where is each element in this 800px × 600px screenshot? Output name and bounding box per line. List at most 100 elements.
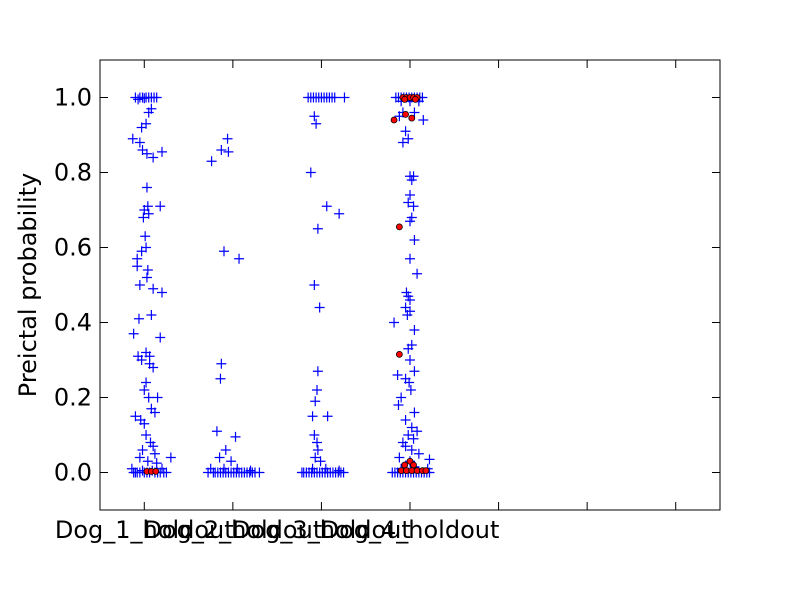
data-point-plus bbox=[400, 415, 411, 425]
data-point-plus bbox=[309, 111, 320, 122]
data-point-plus bbox=[203, 467, 214, 478]
data-point-plus bbox=[134, 137, 145, 148]
data-point-plus bbox=[403, 133, 414, 144]
data-point-plus bbox=[309, 430, 320, 440]
data-point-plus bbox=[219, 463, 229, 474]
data-point-plus bbox=[152, 392, 163, 403]
data-point-plus bbox=[400, 441, 411, 452]
data-point-plus bbox=[245, 465, 256, 476]
data-point-plus bbox=[140, 231, 151, 242]
data-point-plus bbox=[206, 156, 217, 167]
data-point-plus bbox=[320, 463, 331, 474]
data-point-plus bbox=[130, 411, 141, 422]
data-point-plus bbox=[409, 107, 420, 118]
data-point-plus bbox=[138, 212, 149, 223]
data-point-plus bbox=[424, 454, 435, 465]
data-point-plus bbox=[141, 430, 152, 440]
data-point-plus bbox=[142, 456, 153, 467]
data-point-plus bbox=[403, 197, 414, 208]
y-axis-ticks: 0.0 0.2 0.4 0.6 0.8 1.0 bbox=[54, 84, 720, 487]
data-point-plus bbox=[402, 310, 413, 320]
data-point-plus bbox=[396, 392, 407, 403]
data-point-plus bbox=[405, 355, 415, 365]
data-point-plus bbox=[334, 465, 345, 476]
data-point-plus bbox=[136, 355, 147, 365]
data-point-plus bbox=[130, 92, 141, 103]
data-point-circle bbox=[395, 223, 403, 231]
y-tick-label: 0.8 bbox=[54, 159, 92, 187]
data-point-plus bbox=[148, 152, 159, 163]
data-point-plus bbox=[409, 235, 420, 245]
data-point-plus bbox=[134, 452, 145, 463]
data-point-plus bbox=[151, 92, 162, 103]
data-point-plus bbox=[334, 208, 345, 219]
y-tick-label: 0.0 bbox=[54, 459, 92, 487]
data-point-plus bbox=[408, 201, 419, 212]
data-point-plus bbox=[405, 385, 416, 395]
data-point-plus bbox=[406, 445, 417, 455]
data-point-plus bbox=[216, 145, 227, 155]
data-point-plus bbox=[314, 302, 325, 313]
data-point-plus bbox=[155, 332, 166, 343]
data-point-plus bbox=[142, 265, 153, 275]
data-point-plus bbox=[146, 103, 157, 114]
data-point-plus bbox=[310, 396, 321, 407]
data-point-plus bbox=[418, 115, 429, 125]
data-point-plus bbox=[141, 182, 152, 193]
data-point-plus bbox=[412, 268, 423, 279]
data-point-circle bbox=[411, 95, 419, 103]
data-point-plus bbox=[404, 377, 415, 388]
data-point-plus bbox=[405, 253, 415, 264]
data-point-plus bbox=[215, 373, 226, 384]
data-point-plus bbox=[148, 362, 159, 373]
data-point-plus bbox=[132, 261, 143, 272]
data-point-plus bbox=[149, 407, 160, 418]
data-point-plus bbox=[393, 400, 404, 410]
data-point-plus bbox=[148, 283, 159, 294]
data-point-plus bbox=[408, 171, 419, 182]
data-point-plus bbox=[155, 201, 166, 212]
data-point-plus bbox=[405, 295, 415, 305]
data-point-plus bbox=[223, 146, 234, 157]
y-tick-label: 0.6 bbox=[54, 234, 92, 262]
data-point-plus bbox=[133, 313, 144, 324]
data-point-plus bbox=[127, 133, 138, 144]
data-point-plus bbox=[394, 452, 405, 463]
data-point-plus bbox=[413, 448, 424, 459]
data-point-plus bbox=[322, 411, 333, 422]
data-point-circle bbox=[395, 350, 403, 358]
data-point-plus bbox=[141, 377, 152, 388]
data-point-plus bbox=[403, 430, 414, 440]
data-point-plus bbox=[141, 118, 152, 129]
data-point-plus bbox=[222, 133, 233, 144]
data-point-plus bbox=[339, 92, 350, 103]
y-tick-label: 1.0 bbox=[54, 84, 92, 112]
data-point-plus bbox=[389, 317, 400, 328]
data-point-plus bbox=[139, 385, 150, 395]
data-point-plus bbox=[311, 118, 322, 129]
data-point-plus bbox=[128, 467, 139, 478]
data-point-plus bbox=[412, 426, 423, 437]
data-point-plus bbox=[133, 94, 144, 105]
data-point-plus bbox=[230, 431, 241, 442]
data-point-circle bbox=[408, 114, 416, 122]
data-point-plus bbox=[409, 366, 420, 377]
data-point-plus bbox=[143, 208, 154, 219]
data-point-circle bbox=[401, 461, 409, 469]
data-point-plus bbox=[234, 253, 245, 264]
data-point-plus bbox=[338, 467, 349, 478]
y-axis-label: Preictal probability bbox=[14, 173, 42, 397]
data-point-plus bbox=[151, 458, 162, 469]
data-point-plus bbox=[219, 246, 229, 257]
data-point-plus bbox=[157, 146, 167, 157]
data-point-plus bbox=[405, 216, 415, 227]
data-point-circle bbox=[401, 95, 409, 103]
data-point-plus bbox=[226, 456, 237, 467]
data-point-plus bbox=[232, 463, 243, 474]
data-point-plus bbox=[161, 467, 172, 478]
data-point-plus bbox=[400, 126, 411, 137]
data-point-plus bbox=[312, 437, 322, 448]
y-tick-label: 0.2 bbox=[54, 384, 92, 412]
